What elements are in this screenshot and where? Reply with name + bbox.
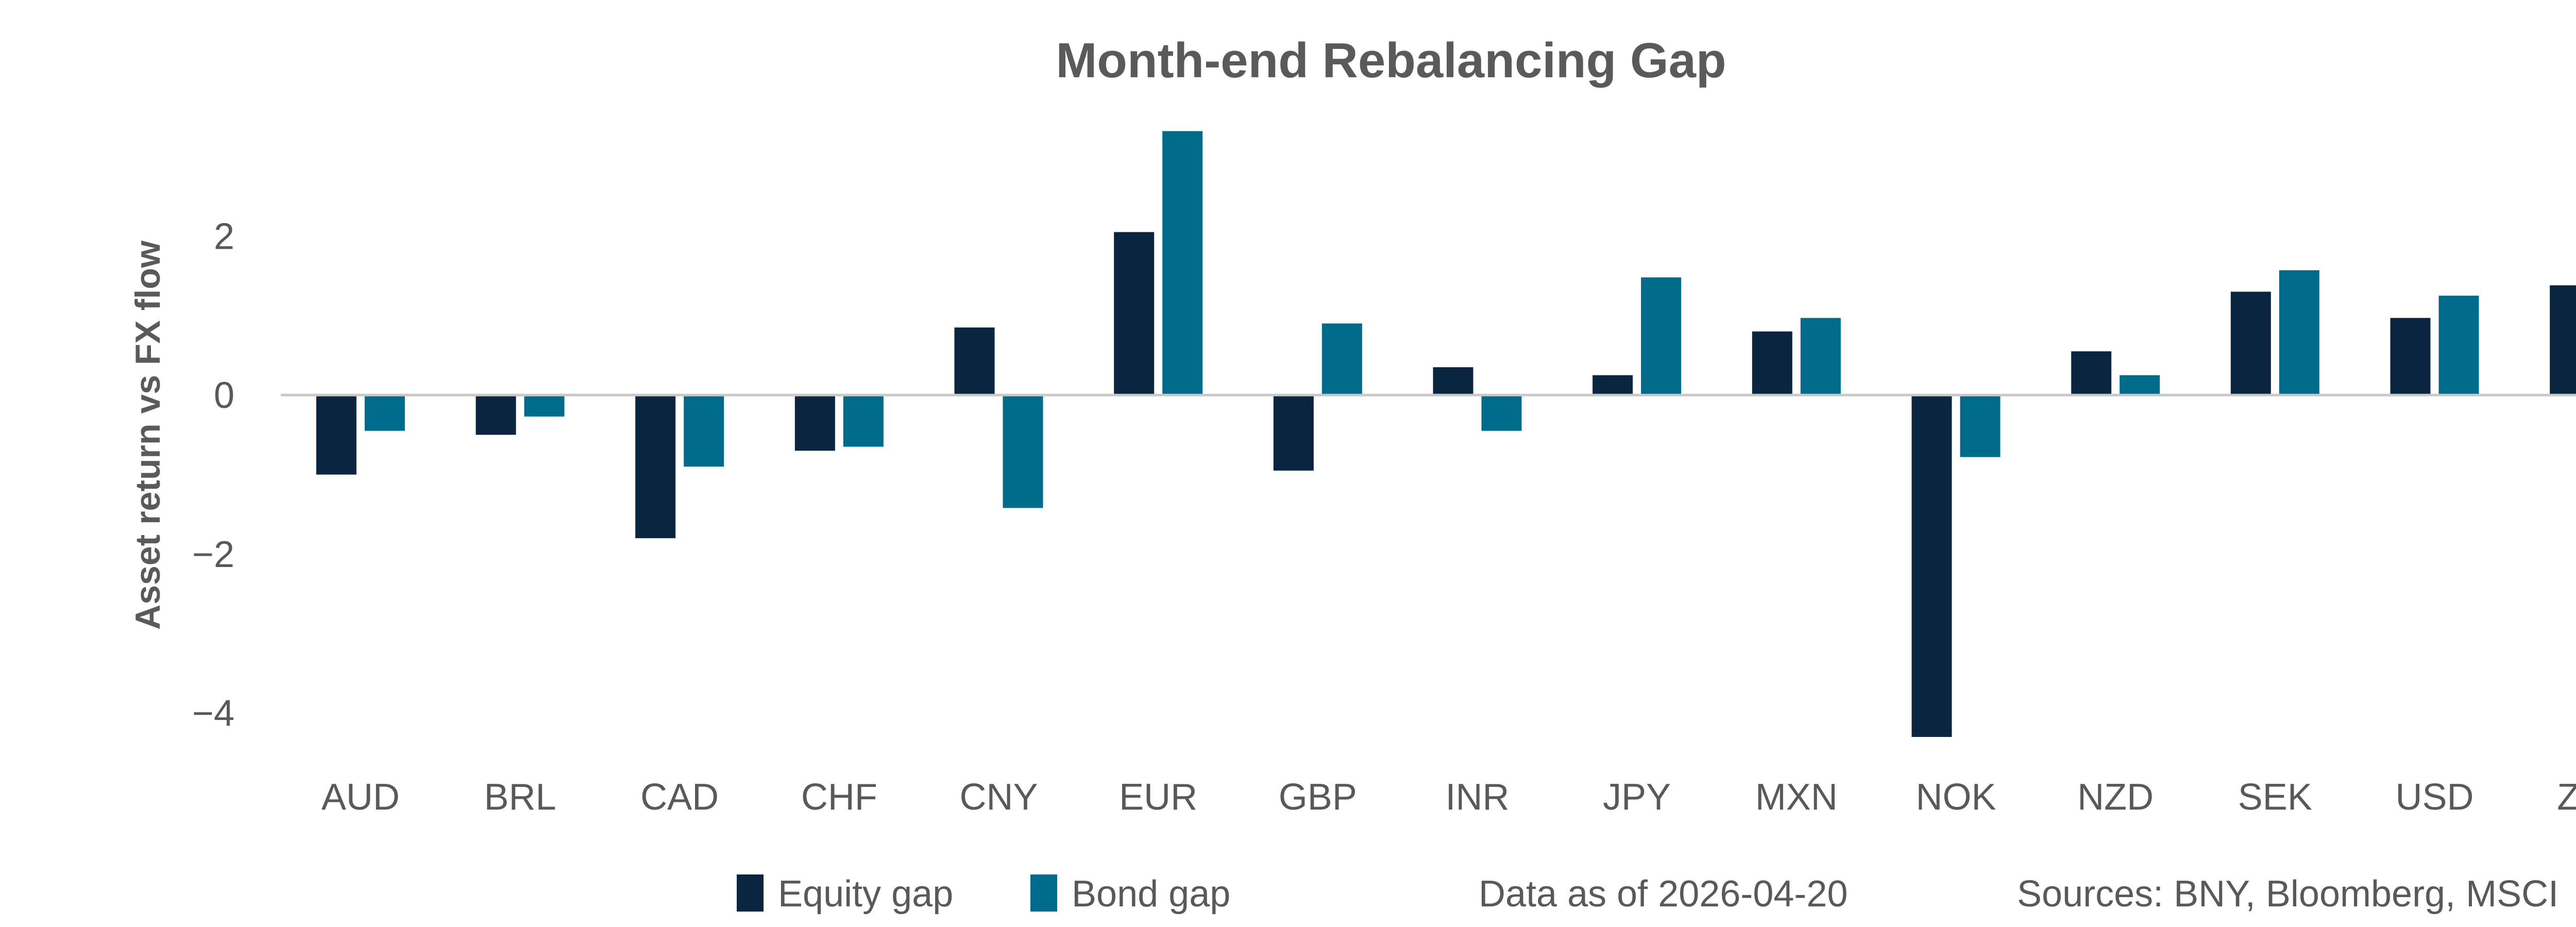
x-tick-label: BRL: [484, 777, 556, 818]
bar-equity-zar: [2550, 285, 2576, 396]
x-tick-label: AUD: [321, 777, 400, 818]
x-tick-label: NOK: [1916, 777, 1996, 818]
x-tick-label: EUR: [1119, 777, 1197, 818]
bar-bond-nzd: [2120, 375, 2160, 396]
x-tick-label: NZD: [2077, 777, 2154, 818]
x-tick-label: JPY: [1603, 777, 1671, 818]
y-tick-label: 2: [214, 216, 234, 257]
bar-equity-brl: [476, 395, 516, 435]
legend-swatch-equity: [737, 874, 764, 912]
bar-equity-usd: [2390, 318, 2431, 396]
bar-equity-chf: [794, 395, 835, 451]
bar-equity-gbp: [1273, 395, 1314, 471]
legend-label-equity: Equity gap: [778, 873, 953, 915]
bars: [316, 131, 2576, 737]
bar-equity-mxn: [1752, 331, 1792, 396]
x-tick-label: USD: [2395, 777, 2473, 818]
y-tick-label: −2: [192, 534, 234, 575]
bar-bond-cny: [1003, 395, 1043, 508]
bar-bond-nok: [1960, 395, 2001, 457]
y-axis-label: Asset return vs FX flow: [128, 240, 167, 630]
bar-equity-cad: [635, 395, 676, 538]
bar-equity-eur: [1114, 232, 1155, 396]
x-tick-label: SEK: [2238, 777, 2312, 818]
x-tick-label: ZAR: [2557, 777, 2576, 818]
bar-bond-inr: [1481, 395, 1522, 431]
bar-bond-cad: [684, 395, 724, 467]
y-tick-label: −4: [192, 693, 234, 734]
bar-equity-inr: [1433, 367, 1473, 396]
bar-equity-nok: [1911, 395, 1952, 737]
bar-bond-gbp: [1321, 323, 1362, 396]
bar-equity-nzd: [2071, 351, 2112, 396]
bar-bond-sek: [2279, 270, 2319, 396]
x-tick-label: GBP: [1279, 777, 1357, 818]
x-tick-label: MXN: [1755, 777, 1838, 818]
x-tick-label: CAD: [640, 777, 719, 818]
legend-label-bond: Bond gap: [1072, 873, 1230, 915]
chart-title: Month-end Rebalancing Gap: [1056, 33, 1726, 88]
y-tick-label: 0: [214, 375, 234, 416]
x-tick-label: INR: [1446, 777, 1510, 818]
sources-note: Sources: BNY, Bloomberg, MSCI: [2017, 873, 2558, 915]
legend: Equity gap Bond gap: [737, 873, 1230, 915]
bar-bond-chf: [843, 395, 884, 447]
bar-equity-sek: [2230, 291, 2271, 396]
legend-swatch-bond: [1030, 874, 1057, 912]
x-tick-labels: AUD BRL CAD CHF CNY EUR GBP INR JPY MXN NOK NZD SEK U…: [321, 777, 2576, 818]
bar-bond-jpy: [1641, 277, 1682, 396]
bar-bond-mxn: [1800, 318, 1841, 396]
bar-bond-aud: [364, 395, 405, 431]
bar-equity-aud: [316, 395, 357, 475]
bar-equity-cny: [954, 327, 995, 396]
date-note: Data as of 2026-04-20: [1479, 873, 1848, 915]
bar-bond-eur: [1162, 131, 1203, 396]
y-tick-labels: 2 0 −2 −4: [192, 216, 234, 734]
bar-bond-brl: [524, 395, 565, 417]
x-tick-label: CNY: [959, 777, 1038, 818]
bar-equity-jpy: [1592, 375, 1633, 396]
bar-bond-usd: [2438, 296, 2479, 396]
x-tick-label: CHF: [801, 777, 877, 818]
